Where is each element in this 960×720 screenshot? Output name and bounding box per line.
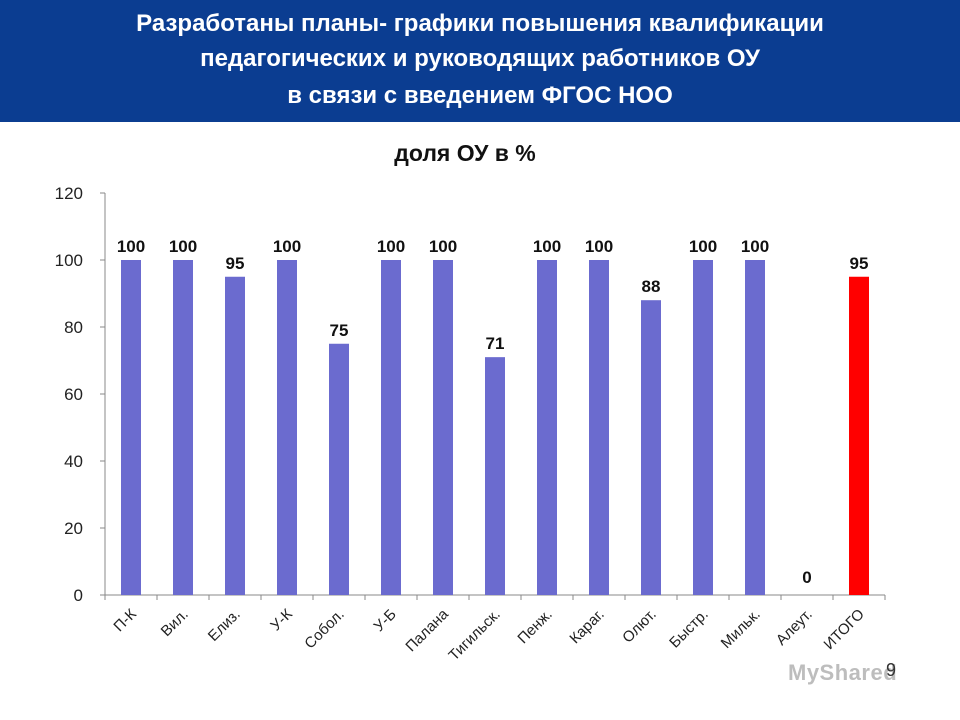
- slide-title-line-2: педагогических и руководящих работников …: [200, 45, 760, 72]
- data-label-1: 100: [169, 237, 197, 256]
- y-tick-label: 60: [64, 385, 83, 404]
- bar-5: [381, 260, 401, 595]
- category-label-13: Алеут.: [773, 606, 816, 649]
- category-label-9: Караг.: [566, 606, 607, 647]
- bar-1: [173, 260, 193, 595]
- y-tick-label: 20: [64, 519, 83, 538]
- data-label-13: 0: [802, 568, 811, 587]
- category-label-14: ИТОГО: [821, 606, 868, 653]
- y-tick-label: 100: [55, 251, 83, 270]
- data-label-8: 100: [533, 237, 561, 256]
- page-number: 9: [886, 660, 897, 680]
- data-label-11: 100: [689, 237, 717, 256]
- slide-title-line-1: Разработаны планы- графики повышения ква…: [136, 10, 824, 37]
- bar-12: [745, 260, 765, 595]
- data-label-6: 100: [429, 237, 457, 256]
- category-label-4: Собол.: [301, 606, 347, 652]
- bar-9: [589, 260, 609, 595]
- data-label-0: 100: [117, 237, 145, 256]
- category-label-12: Мильк.: [718, 606, 764, 652]
- data-label-7: 71: [486, 334, 505, 353]
- y-tick-label: 40: [64, 452, 83, 471]
- y-tick-label: 0: [74, 586, 83, 605]
- category-label-0: П-К: [110, 606, 140, 636]
- y-tick-label: 120: [55, 184, 83, 203]
- watermark-logo: MyShared: [788, 660, 898, 685]
- category-label-11: Быстр.: [666, 606, 712, 652]
- bar-2: [225, 276, 245, 595]
- title-banner: Разработаны планы- графики повышения ква…: [0, 0, 960, 122]
- bar-8: [537, 260, 557, 595]
- data-label-12: 100: [741, 237, 769, 256]
- bar-3: [277, 260, 297, 595]
- data-label-14: 95: [850, 254, 869, 273]
- category-label-3: У-К: [267, 606, 296, 635]
- y-tick-label: 80: [64, 318, 83, 337]
- data-label-5: 100: [377, 237, 405, 256]
- bar-4: [329, 343, 349, 595]
- category-label-8: Пенж.: [514, 606, 555, 647]
- category-label-6: Палана: [402, 605, 452, 655]
- chart-title: доля ОУ в %: [394, 140, 536, 166]
- category-label-5: У-Б: [371, 606, 400, 635]
- category-label-7: Тигильск.: [445, 606, 503, 664]
- slide-title-line-3: в связи с введением ФГОС НОО: [287, 82, 673, 109]
- data-label-4: 75: [330, 321, 349, 340]
- data-label-3: 100: [273, 237, 301, 256]
- data-label-9: 100: [585, 237, 613, 256]
- category-label-2: Елиз.: [205, 606, 244, 645]
- bar-6: [433, 260, 453, 595]
- bar-10: [641, 300, 661, 595]
- bar-0: [121, 260, 141, 595]
- data-label-10: 88: [642, 277, 661, 296]
- bar-11: [693, 260, 713, 595]
- data-label-2: 95: [226, 254, 245, 273]
- bar-7: [485, 357, 505, 595]
- bar-14: [849, 276, 869, 595]
- category-label-10: Олют.: [619, 606, 660, 647]
- category-label-1: Вил.: [158, 606, 192, 640]
